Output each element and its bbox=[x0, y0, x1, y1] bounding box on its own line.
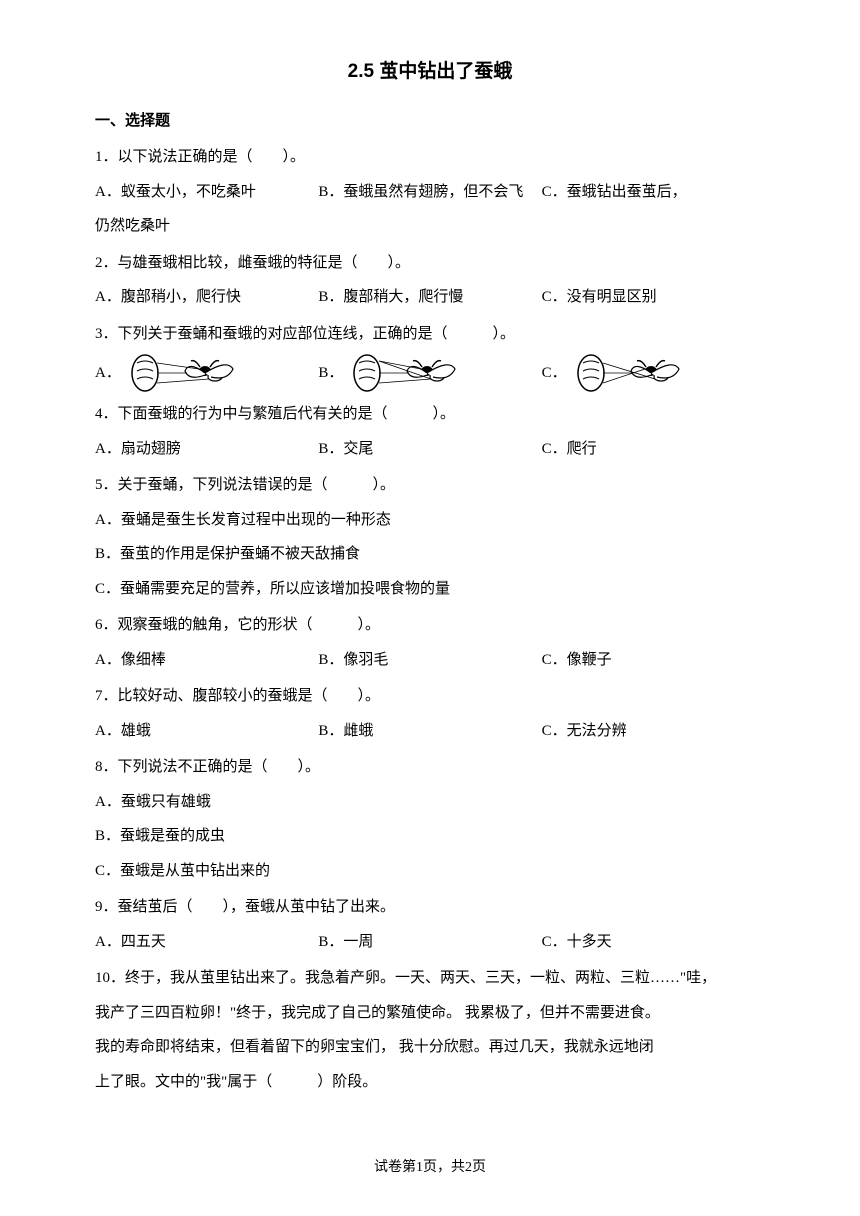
q7-options: A．雄蛾 B．雌蛾 C．无法分辨 bbox=[95, 714, 765, 749]
q3-opt-b: B． bbox=[318, 351, 541, 395]
q6-options: A．像细棒 B．像羽毛 C．像鞭子 bbox=[95, 643, 765, 678]
q8-opt-c: C．蚕蛾是从茧中钻出来的 bbox=[95, 854, 765, 889]
question-3: 3．下列关于蚕蛹和蚕蛾的对应部位连线，正确的是（ ）。 A． B． bbox=[95, 317, 765, 396]
question-8: 8．下列说法不正确的是（ ）。 A．蚕蛾只有雄蛾 B．蚕蛾是蚕的成虫 C．蚕蛾是… bbox=[95, 750, 765, 888]
q3-options: A． B． bbox=[95, 351, 765, 395]
pupa-moth-diagram-a-icon bbox=[127, 351, 237, 395]
q10-line4: 上了眼。文中的"我"属于（ ）阶段。 bbox=[95, 1065, 765, 1100]
q9-opt-c: C．十多天 bbox=[542, 925, 765, 960]
section-header: 一、选择题 bbox=[95, 104, 765, 139]
q1-stem: 1．以下说法正确的是（ ）。 bbox=[95, 140, 765, 175]
question-1: 1．以下说法正确的是（ ）。 A．蚁蚕太小，不吃桑叶 B．蚕蛾虽然有翅膀，但不会… bbox=[95, 140, 765, 244]
q6-opt-a: A．像细棒 bbox=[95, 643, 318, 678]
q2-opt-c: C．没有明显区别 bbox=[542, 280, 765, 315]
q7-stem: 7．比较好动、腹部较小的蚕蛾是（ ）。 bbox=[95, 679, 765, 714]
q7-opt-b: B．雌蛾 bbox=[318, 714, 541, 749]
pupa-moth-diagram-c-icon bbox=[573, 351, 683, 395]
q2-options: A．腹部稍小，爬行快 B．腹部稍大，爬行慢 C．没有明显区别 bbox=[95, 280, 765, 315]
q5-opt-c: C．蚕蛹需要充足的营养，所以应该增加投喂食物的量 bbox=[95, 572, 765, 607]
q7-opt-a: A．雄蛾 bbox=[95, 714, 318, 749]
q4-opt-c: C．爬行 bbox=[542, 432, 765, 467]
pupa-moth-diagram-b-icon bbox=[349, 351, 459, 395]
q2-opt-a: A．腹部稍小，爬行快 bbox=[95, 280, 318, 315]
q3-stem: 3．下列关于蚕蛹和蚕蛾的对应部位连线，正确的是（ ）。 bbox=[95, 317, 765, 352]
q10-line1: 10．终于，我从茧里钻出来了。我急着产卵。一天、两天、三天，一粒、两粒、三粒……… bbox=[95, 961, 765, 996]
q8-opt-a: A．蚕蛾只有雄蛾 bbox=[95, 785, 765, 820]
q6-opt-c: C．像鞭子 bbox=[542, 643, 765, 678]
q2-stem: 2．与雄蚕蛾相比较，雌蚕蛾的特征是（ ）。 bbox=[95, 246, 765, 281]
q10-line3: 我的寿命即将结束，但看着留下的卵宝宝们， 我十分欣慰。再过几天，我就永远地闭 bbox=[95, 1030, 765, 1065]
question-2: 2．与雄蚕蛾相比较，雌蚕蛾的特征是（ ）。 A．腹部稍小，爬行快 B．腹部稍大，… bbox=[95, 246, 765, 315]
q9-stem: 9．蚕结茧后（ ），蚕蛾从茧中钻了出来。 bbox=[95, 890, 765, 925]
q4-stem: 4．下面蚕蛾的行为中与繁殖后代有关的是（ ）。 bbox=[95, 397, 765, 432]
q5-stem: 5．关于蚕蛹，下列说法错误的是（ ）。 bbox=[95, 468, 765, 503]
question-7: 7．比较好动、腹部较小的蚕蛾是（ ）。 A．雄蛾 B．雌蛾 C．无法分辨 bbox=[95, 679, 765, 748]
page-footer: 试卷第1页，共2页 bbox=[0, 1152, 860, 1184]
q5-opt-a: A．蚕蛹是蚕生长发育过程中出现的一种形态 bbox=[95, 503, 765, 538]
q6-opt-b: B．像羽毛 bbox=[318, 643, 541, 678]
q2-opt-b: B．腹部稍大，爬行慢 bbox=[318, 280, 541, 315]
q3-opt-a: A． bbox=[95, 351, 318, 395]
q7-opt-c: C．无法分辨 bbox=[542, 714, 765, 749]
q10-line2: 我产了三四百粒卵！"终于，我完成了自己的繁殖使命。 我累极了，但并不需要进食。 bbox=[95, 996, 765, 1031]
q4-opt-b: B．交尾 bbox=[318, 432, 541, 467]
q1-opt-c-cont: 仍然吃桑叶 bbox=[95, 209, 765, 244]
question-4: 4．下面蚕蛾的行为中与繁殖后代有关的是（ ）。 A．扇动翅膀 B．交尾 C．爬行 bbox=[95, 397, 765, 466]
question-5: 5．关于蚕蛹，下列说法错误的是（ ）。 A．蚕蛹是蚕生长发育过程中出现的一种形态… bbox=[95, 468, 765, 606]
q3-opt-c: C． bbox=[542, 351, 765, 395]
q9-options: A．四五天 B．一周 C．十多天 bbox=[95, 925, 765, 960]
q8-stem: 8．下列说法不正确的是（ ）。 bbox=[95, 750, 765, 785]
question-10: 10．终于，我从茧里钻出来了。我急着产卵。一天、两天、三天，一粒、两粒、三粒……… bbox=[95, 961, 765, 1099]
page-title: 2.5 茧中钻出了蚕蛾 bbox=[95, 50, 765, 94]
q9-opt-a: A．四五天 bbox=[95, 925, 318, 960]
question-6: 6．观察蚕蛾的触角，它的形状（ ）。 A．像细棒 B．像羽毛 C．像鞭子 bbox=[95, 608, 765, 677]
q6-stem: 6．观察蚕蛾的触角，它的形状（ ）。 bbox=[95, 608, 765, 643]
q5-opt-b: B．蚕茧的作用是保护蚕蛹不被天敌捕食 bbox=[95, 537, 765, 572]
q1-opt-b: B．蚕蛾虽然有翅膀，但不会飞 bbox=[318, 175, 541, 210]
q4-opt-a: A．扇动翅膀 bbox=[95, 432, 318, 467]
q1-opt-a: A．蚁蚕太小，不吃桑叶 bbox=[95, 175, 318, 210]
q9-opt-b: B．一周 bbox=[318, 925, 541, 960]
q1-opt-c: C．蚕蛾钻出蚕茧后， bbox=[542, 175, 765, 210]
q8-opt-b: B．蚕蛾是蚕的成虫 bbox=[95, 819, 765, 854]
question-9: 9．蚕结茧后（ ），蚕蛾从茧中钻了出来。 A．四五天 B．一周 C．十多天 bbox=[95, 890, 765, 959]
q1-options: A．蚁蚕太小，不吃桑叶 B．蚕蛾虽然有翅膀，但不会飞 C．蚕蛾钻出蚕茧后， bbox=[95, 175, 765, 210]
q4-options: A．扇动翅膀 B．交尾 C．爬行 bbox=[95, 432, 765, 467]
